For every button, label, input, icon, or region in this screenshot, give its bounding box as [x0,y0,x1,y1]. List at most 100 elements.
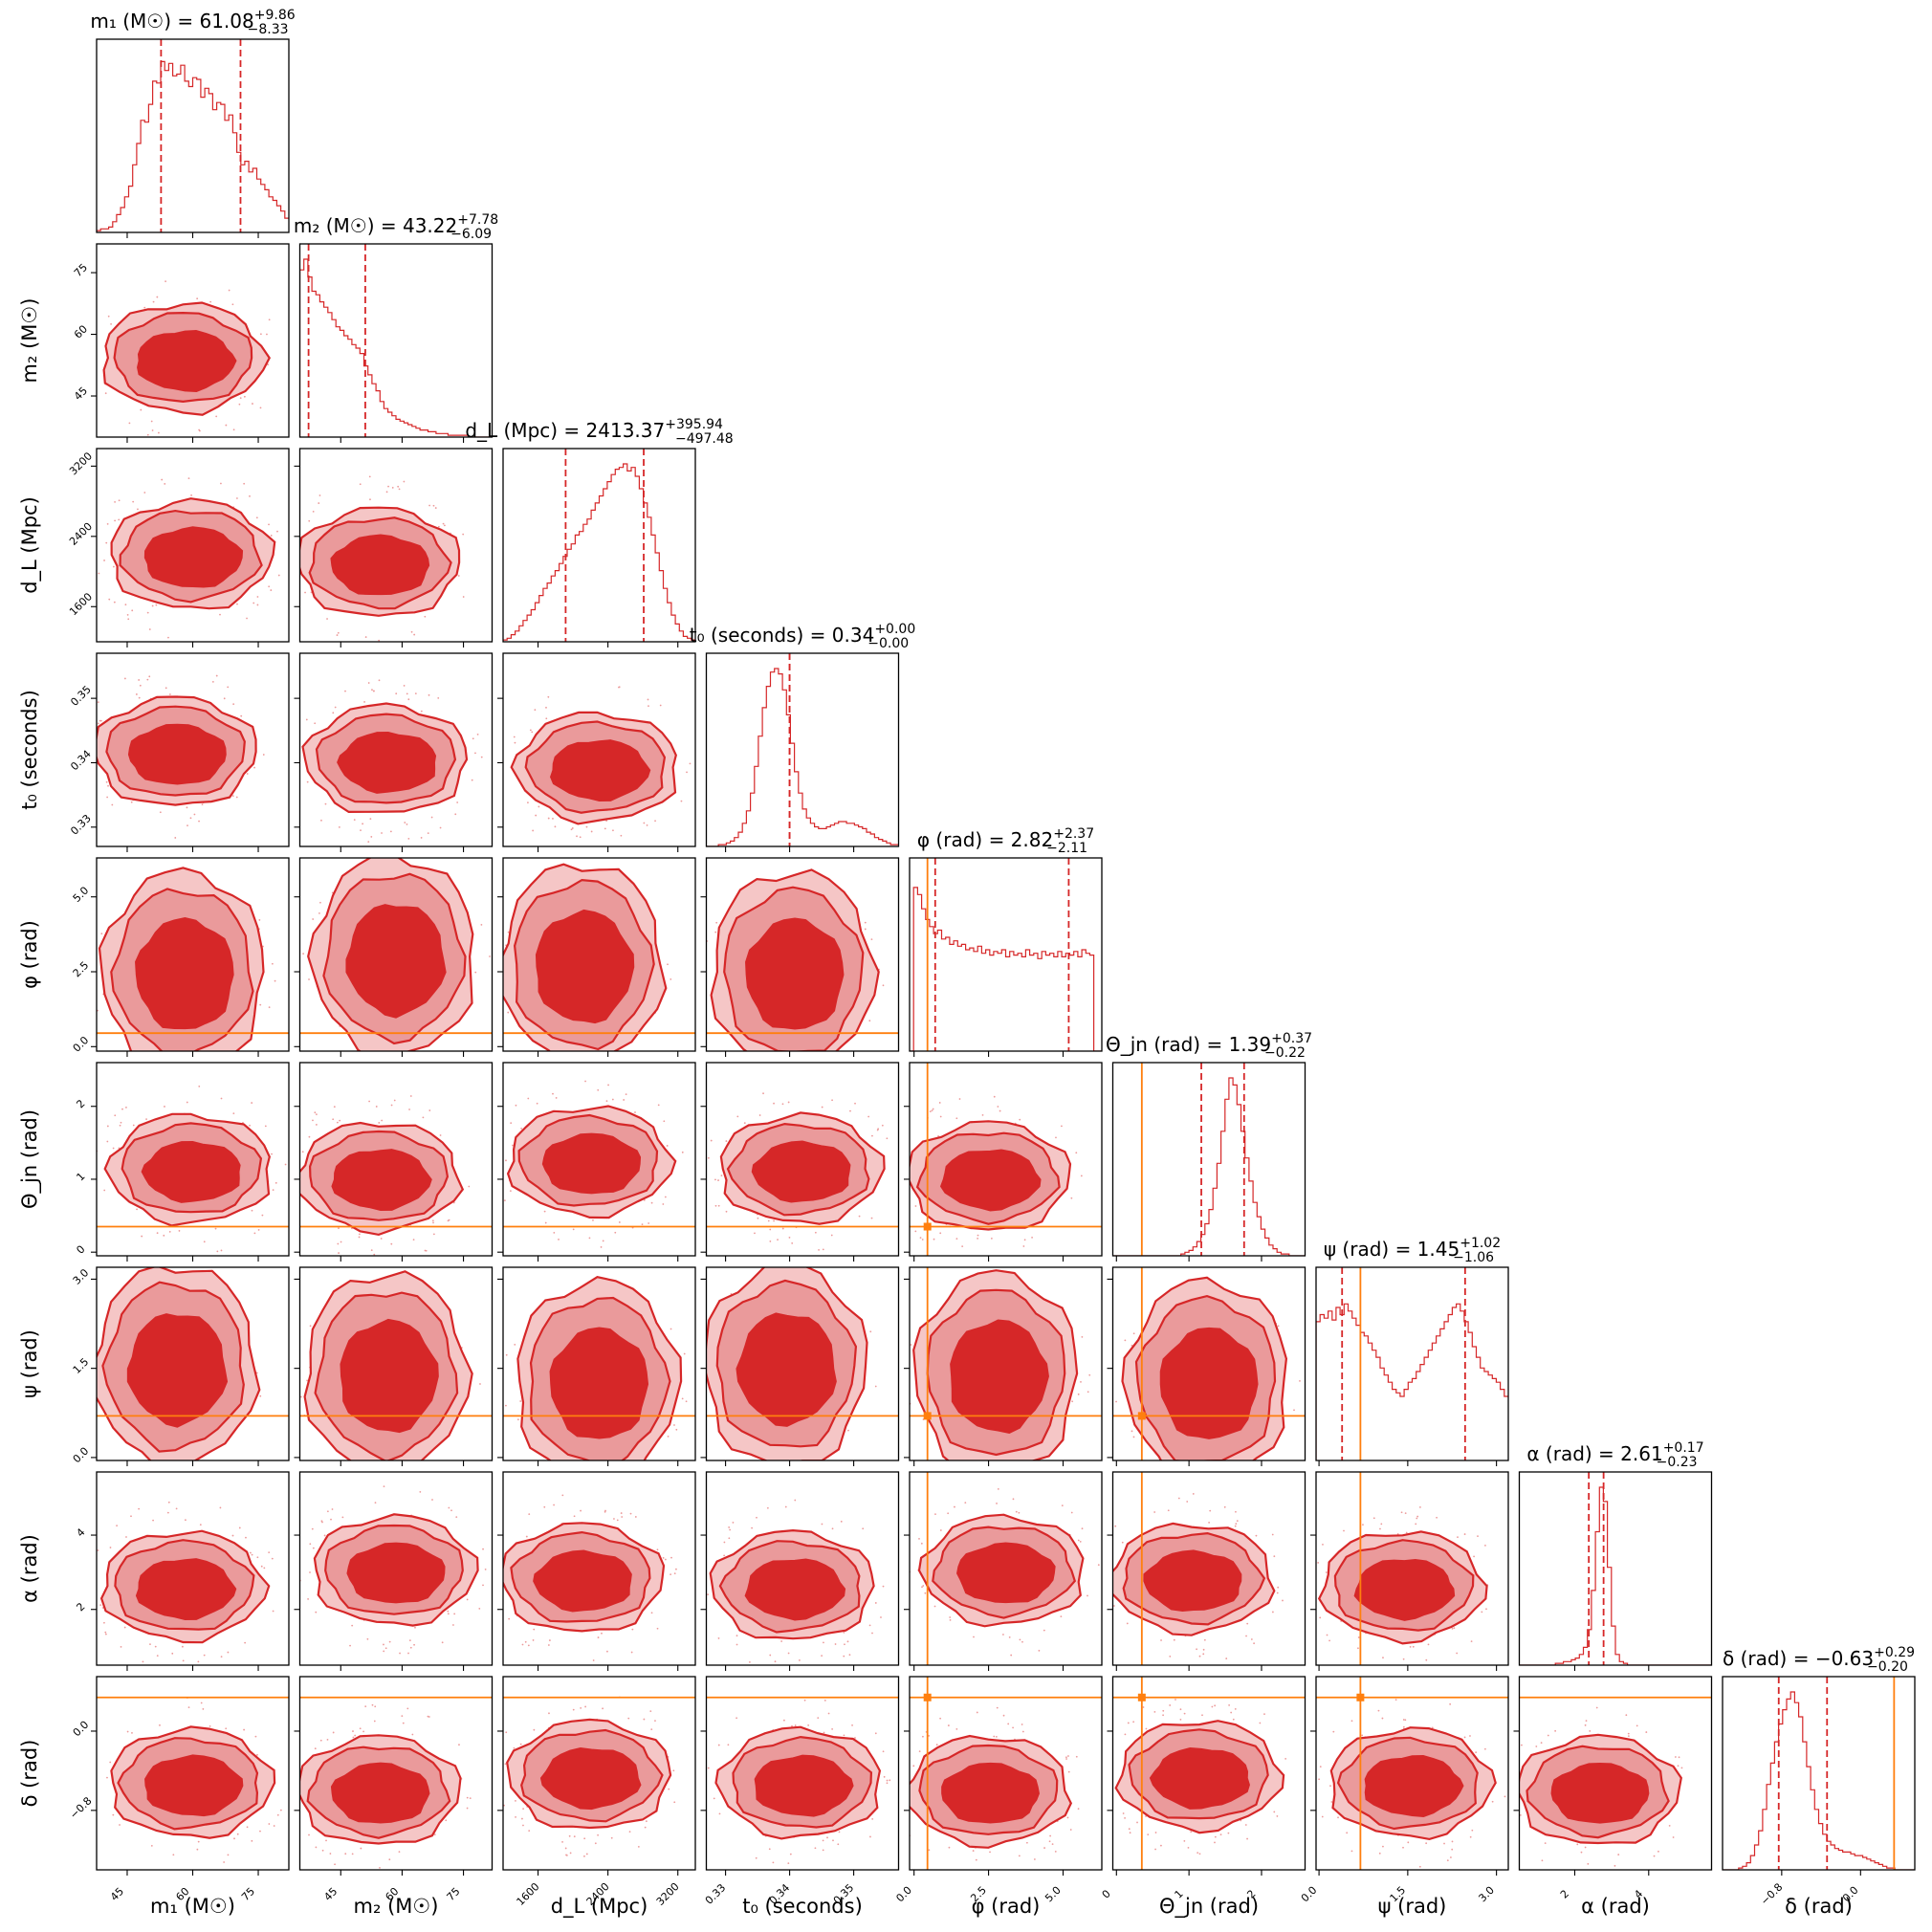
panel-frame [298,448,494,643]
sample-dot [154,1645,157,1648]
sample-dot [294,1139,296,1141]
sample-dot [1271,1611,1274,1614]
sample-dot [118,499,121,502]
sample-dot [515,1104,517,1107]
sample-dot [441,1641,444,1644]
sample-dot [319,901,321,904]
sample-dot [689,762,692,765]
sample-dot [846,1640,849,1643]
sample-dot [91,1390,93,1392]
sample-dot [1048,1840,1051,1843]
sample-dot [187,477,190,480]
panel-content [503,1276,695,1460]
sample-dot [268,1551,271,1554]
hist-panel-psi: ψ (rad) = 1.45+1.02 −1.06 [1315,1236,1509,1466]
sample-dot [521,1817,523,1820]
panel-content [910,1267,1102,1460]
title-err-plus: +395.94 [665,417,723,432]
sample-dot [240,714,243,717]
sample-dot [997,1106,999,1108]
sample-dot [1636,1724,1638,1727]
sample-dot [141,1235,143,1238]
sample-dot [344,690,346,692]
sample-dot [1416,1515,1419,1518]
sample-dot [675,1428,678,1431]
panel-frame [298,1676,494,1871]
sample-dot [332,712,335,714]
sample-dot [1022,1245,1025,1247]
sample-dot [209,300,212,303]
sample-dot [569,1852,572,1855]
sample-dot [1202,1653,1205,1656]
hist-panel-dL: d_L (Mpc) = 2413.37+395.94 −497.48 [465,417,734,648]
sample-dot [723,1541,726,1544]
sample-dot [1330,1801,1333,1803]
sample-dot [1658,1850,1659,1853]
panel-content [97,1696,289,1863]
sample-dot [961,1245,964,1248]
sample-dot [1672,1836,1675,1838]
panel-psi-vs-theta_jn [1107,1266,1306,1466]
panel-content [706,1499,885,1663]
sample-dot [1081,1527,1084,1530]
sample-dot [358,1233,361,1236]
sample-dot [1326,1634,1328,1636]
sample-dot [106,1125,109,1128]
sample-dot [1394,1699,1397,1701]
x-tick-label: 0.0 [1299,1884,1320,1905]
sample-dot [146,678,149,681]
sample-dot [529,729,532,732]
sample-dot [1077,1393,1080,1395]
sample-dot [498,1133,500,1135]
sample-dot [1477,1535,1479,1538]
sample-dot [781,1103,784,1106]
sample-dot [723,1554,726,1557]
sample-dot [290,1788,292,1789]
title-err-minus: −0.23 [1657,1455,1698,1470]
sample-dot [1400,1511,1403,1514]
sample-dot [823,1641,824,1644]
sample-dot [383,1485,385,1488]
sample-dot [538,805,540,808]
sample-dot [718,1812,721,1815]
sample-dot [409,1646,412,1649]
sample-dot [480,924,483,926]
sample-dot [570,828,573,831]
sample-dot [107,315,110,318]
sample-dot [1077,1808,1080,1811]
sample-dot [838,1831,841,1833]
sample-dot [337,1242,340,1245]
sample-dot [271,1153,273,1155]
sample-dot [385,491,388,494]
sample-dot [614,1231,617,1234]
sample-dot [368,1100,370,1103]
sample-dot [138,1507,141,1510]
contour-inner [346,1542,446,1604]
sample-dot [1008,1873,1010,1875]
sample-dot [843,1631,845,1634]
sample-dot [843,1655,845,1658]
sample-dot [545,706,547,709]
sample-dot [1328,1639,1330,1642]
y-axis-label-dL: d_L (Mpc) [18,496,42,594]
sample-dot [291,1160,293,1162]
y-tick-label: 0.35 [68,683,94,709]
sample-dot [751,1526,754,1529]
sample-dot [773,1102,775,1105]
sample-dot [472,737,474,740]
sample-dot [126,613,129,616]
sample-dot [489,955,491,957]
x-axis-label-alpha: α (rad) [1581,1895,1650,1918]
panel-content [706,1267,899,1460]
sample-dot [106,796,109,799]
sample-dot [167,1501,170,1504]
contour-inner [745,917,845,1030]
panel-theta_jn-vs-m2 [291,1062,494,1262]
sample-dot [1453,1627,1456,1630]
sample-dot [359,483,362,486]
panel-alpha-vs-phi [904,1471,1103,1671]
sample-dot [1012,1498,1015,1501]
sample-dot [454,813,457,816]
sample-dot [675,1568,677,1570]
sample-dot [277,574,280,577]
